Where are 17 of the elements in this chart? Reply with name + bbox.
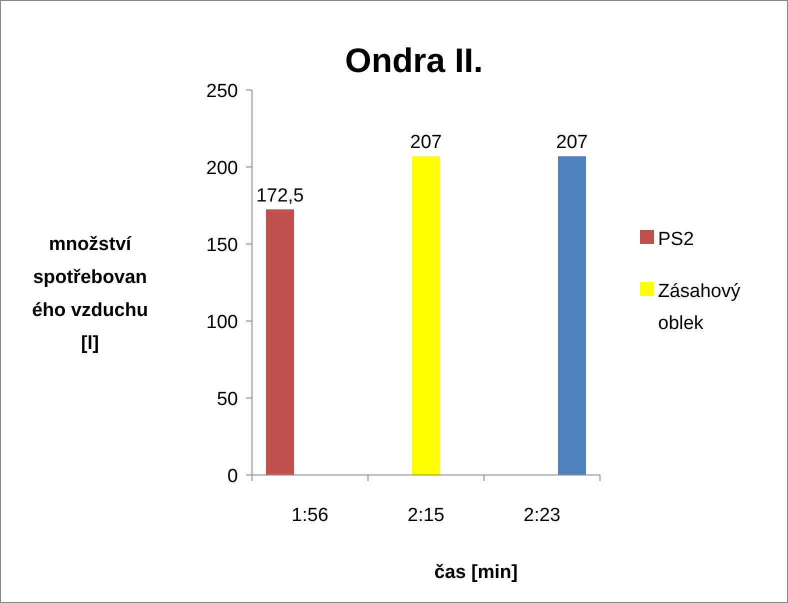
data-label: 207 [410, 132, 442, 154]
data-label: 172,5 [256, 185, 304, 206]
x-tick-label: 2:15 [408, 505, 444, 526]
y-tick-label: 100 [206, 312, 238, 333]
y-tick-label: 150 [206, 235, 238, 256]
legend-label: Zásahový oblek [658, 281, 741, 334]
y-tick-label: 250 [206, 81, 238, 102]
y-tick-label: 0 [227, 466, 238, 487]
x-tick-label: 1:56 [292, 505, 328, 526]
y-tick-label: 200 [206, 158, 238, 179]
y-axis-title: množství spotřebovaného vzduchu [l] [32, 234, 148, 354]
chart-title: Ondra II. [345, 42, 483, 80]
data-label: 207 [556, 132, 588, 154]
legend-label: PS2 [658, 229, 694, 250]
x-axis-title: čas [min] [434, 562, 518, 583]
x-tick-label: 2:23 [524, 505, 560, 526]
y-tick-label: 50 [216, 389, 238, 410]
